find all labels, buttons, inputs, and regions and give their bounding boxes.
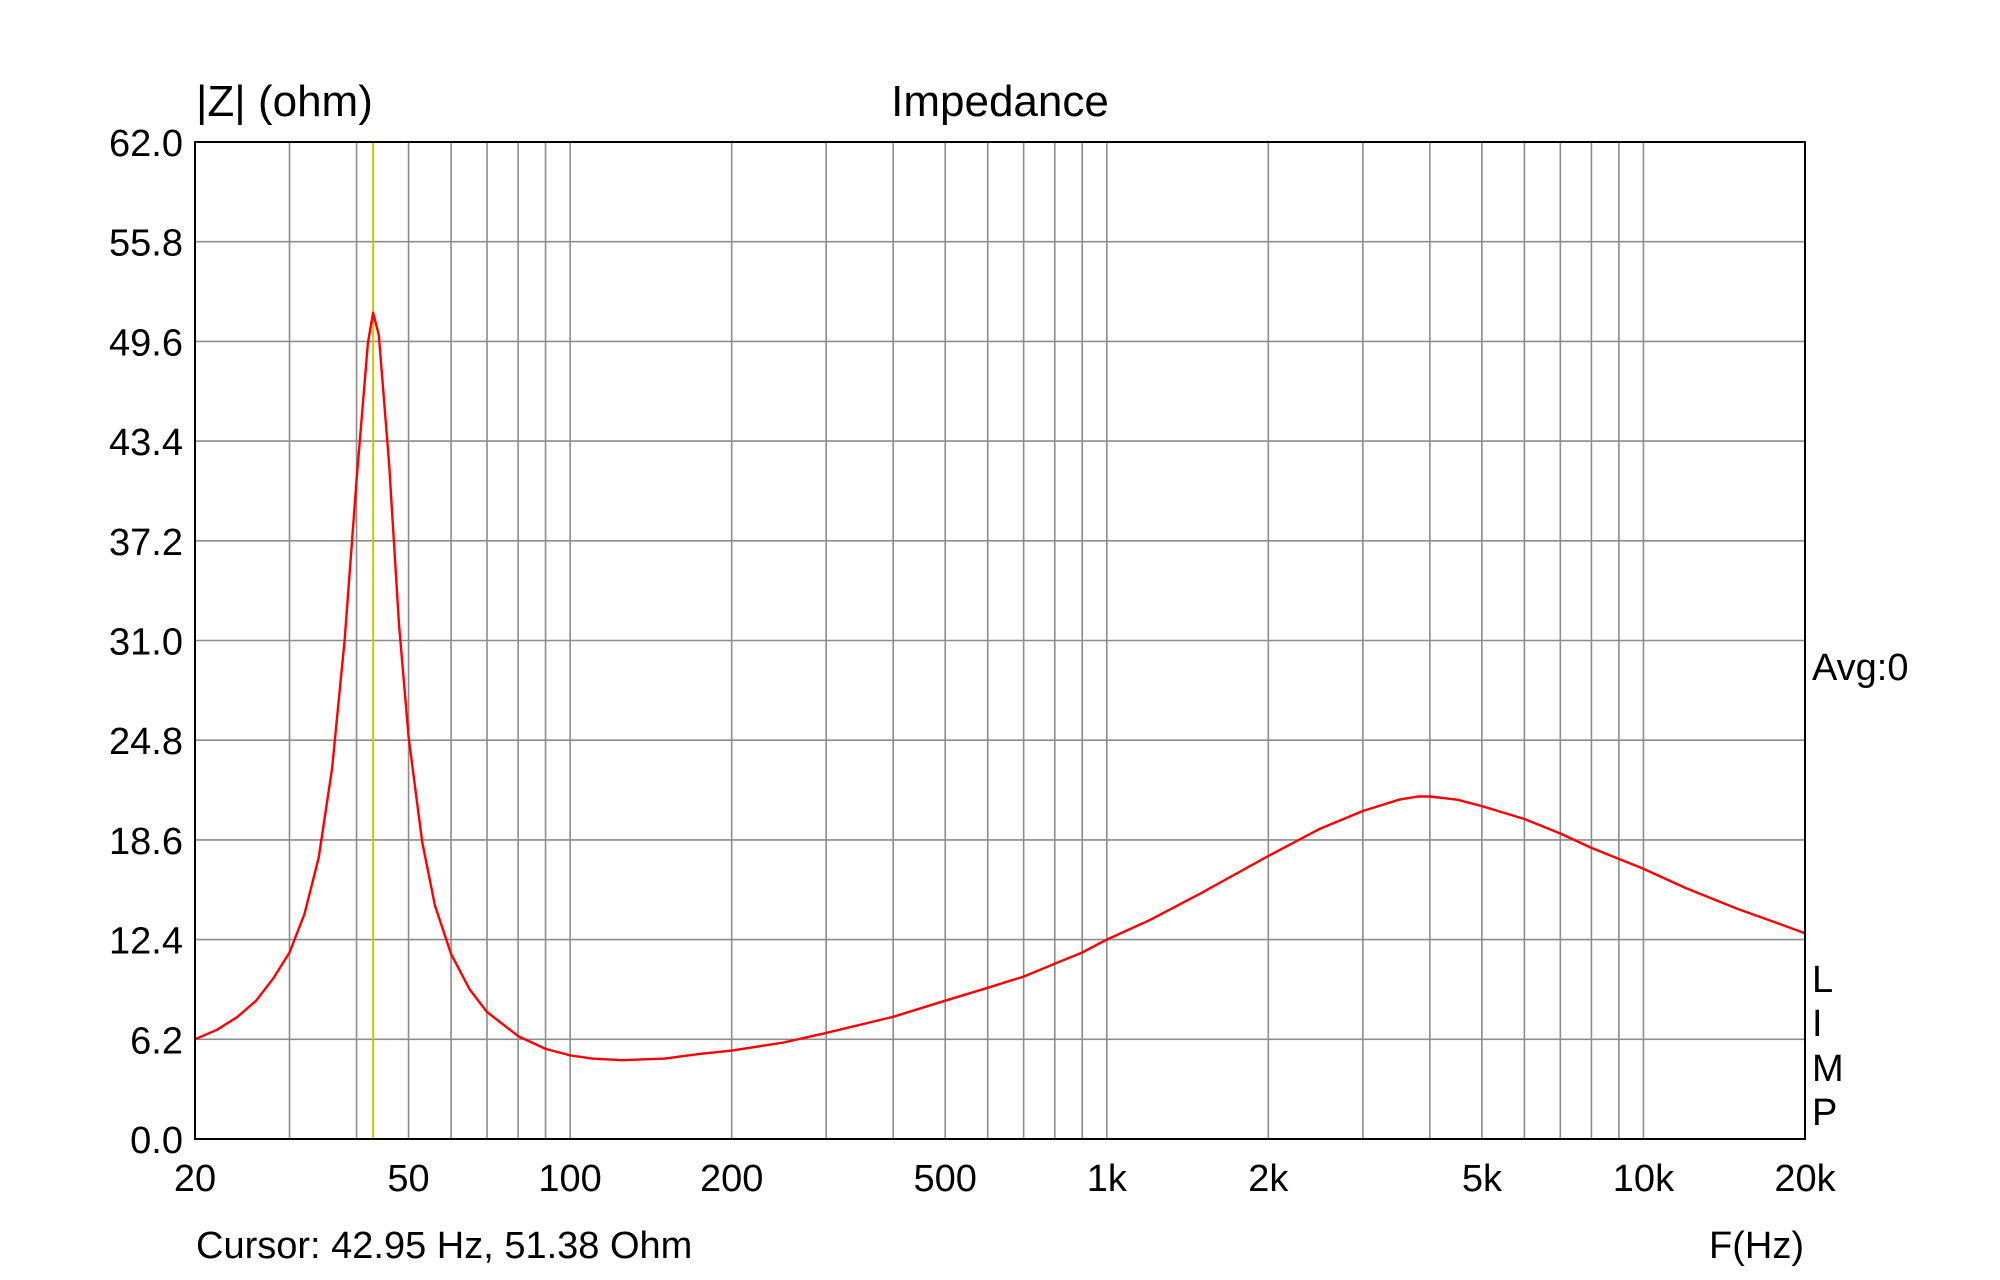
data-point [1053, 962, 1056, 965]
data-point [236, 1015, 239, 1018]
y-tick-labels: 62.0 55.8 49.6 43.4 37.2 31.0 24.8 18.6 12.4 6.2 0… [109, 123, 183, 1162]
data-point [1200, 891, 1203, 895]
x-tick-label: 20 [174, 1158, 216, 1200]
y-tick-label: 18.6 [109, 821, 183, 863]
plot-frame [194, 141, 1806, 1140]
data-point [1772, 920, 1775, 924]
limp-letter-i: I [1812, 1003, 1823, 1045]
data-point [485, 1010, 489, 1014]
data-point [1081, 951, 1084, 954]
data-point [366, 341, 369, 345]
x-tick-label: 1k [1087, 1158, 1128, 1200]
x-tick-label: 100 [538, 1158, 601, 1200]
x-tick-label: 50 [387, 1158, 429, 1200]
data-point [343, 639, 346, 642]
data-point [1642, 867, 1645, 870]
y-axis-label: |Z| (ohm) [196, 77, 373, 126]
data-point [1523, 817, 1526, 821]
limp-letter-p: P [1812, 1092, 1837, 1134]
data-point [216, 1028, 219, 1031]
data-point [892, 1015, 895, 1018]
data-point [388, 462, 391, 465]
data-point [1022, 975, 1025, 978]
grid-lines [195, 141, 1805, 1140]
y-tick-label: 31.0 [109, 622, 183, 664]
data-point [825, 1031, 828, 1034]
data-point [591, 1057, 594, 1060]
y-tick-label: 49.6 [109, 322, 183, 364]
data-point [407, 735, 410, 739]
chart-title: Impedance [891, 77, 1109, 126]
series-group [193, 311, 1807, 1062]
data-point [397, 623, 401, 626]
limp-letter-m: M [1812, 1048, 1844, 1090]
data-point [944, 999, 947, 1002]
data-point [621, 1059, 624, 1062]
impedance-series [193, 311, 1807, 1062]
y-tick-label: 6.2 [130, 1020, 183, 1062]
data-point [355, 478, 358, 481]
data-point [1397, 798, 1400, 801]
data-point [1148, 919, 1151, 922]
data-point [517, 1035, 520, 1038]
data-point [255, 999, 258, 1002]
x-tick-label: 200 [700, 1158, 763, 1200]
x-tick-label: 2k [1248, 1158, 1289, 1200]
data-point [372, 311, 375, 314]
data-point [317, 856, 320, 859]
data-point [421, 840, 424, 843]
y-tick-label: 24.8 [109, 721, 183, 763]
data-point [782, 1041, 785, 1044]
data-point [468, 988, 471, 991]
data-point [1590, 846, 1593, 850]
x-axis-label: F(Hz) [1709, 1225, 1804, 1267]
x-tick-labels: 20 50 100 200 500 1k 2k 5k 10k 20k [174, 1158, 1837, 1200]
impedance-curve [194, 311, 1806, 1062]
data-point [1559, 832, 1562, 835]
data-point [663, 1057, 666, 1060]
y-tick-label: 12.4 [109, 921, 183, 963]
data-point [377, 333, 380, 337]
y-tick-label: 0.0 [130, 1120, 183, 1162]
x-tick-label: 20k [1774, 1158, 1836, 1200]
data-point [569, 1054, 572, 1057]
y-tick-label: 62.0 [109, 123, 183, 165]
x-tick-label: 5k [1462, 1158, 1503, 1200]
data-point [1416, 795, 1419, 798]
data-point [450, 953, 453, 956]
data-point [1480, 805, 1483, 808]
x-tick-label: 500 [914, 1158, 977, 1200]
limp-letter-l: L [1812, 959, 1833, 1001]
avg-label: Avg:0 [1812, 647, 1908, 689]
y-tick-label: 43.4 [109, 422, 183, 464]
data-point [1428, 795, 1431, 798]
data-point [986, 986, 989, 989]
data-point [699, 1052, 702, 1055]
cursor-readout: Cursor: 42.95 Hz, 51.38 Ohm [196, 1225, 692, 1267]
data-point [1456, 798, 1459, 801]
data-point [433, 904, 437, 907]
data-point [1684, 887, 1687, 890]
data-point [1736, 907, 1739, 911]
data-point [1319, 827, 1322, 830]
data-point [544, 1047, 547, 1050]
y-tick-label: 55.8 [109, 223, 183, 265]
data-point [1267, 854, 1270, 858]
data-point [272, 977, 275, 980]
y-tick-label: 37.2 [109, 522, 183, 564]
data-point [730, 1049, 733, 1052]
data-point [1105, 938, 1108, 941]
data-point [1361, 809, 1364, 813]
data-point [303, 912, 306, 916]
data-point [330, 768, 334, 771]
data-point [288, 951, 291, 954]
x-tick-label: 10k [1613, 1158, 1675, 1200]
